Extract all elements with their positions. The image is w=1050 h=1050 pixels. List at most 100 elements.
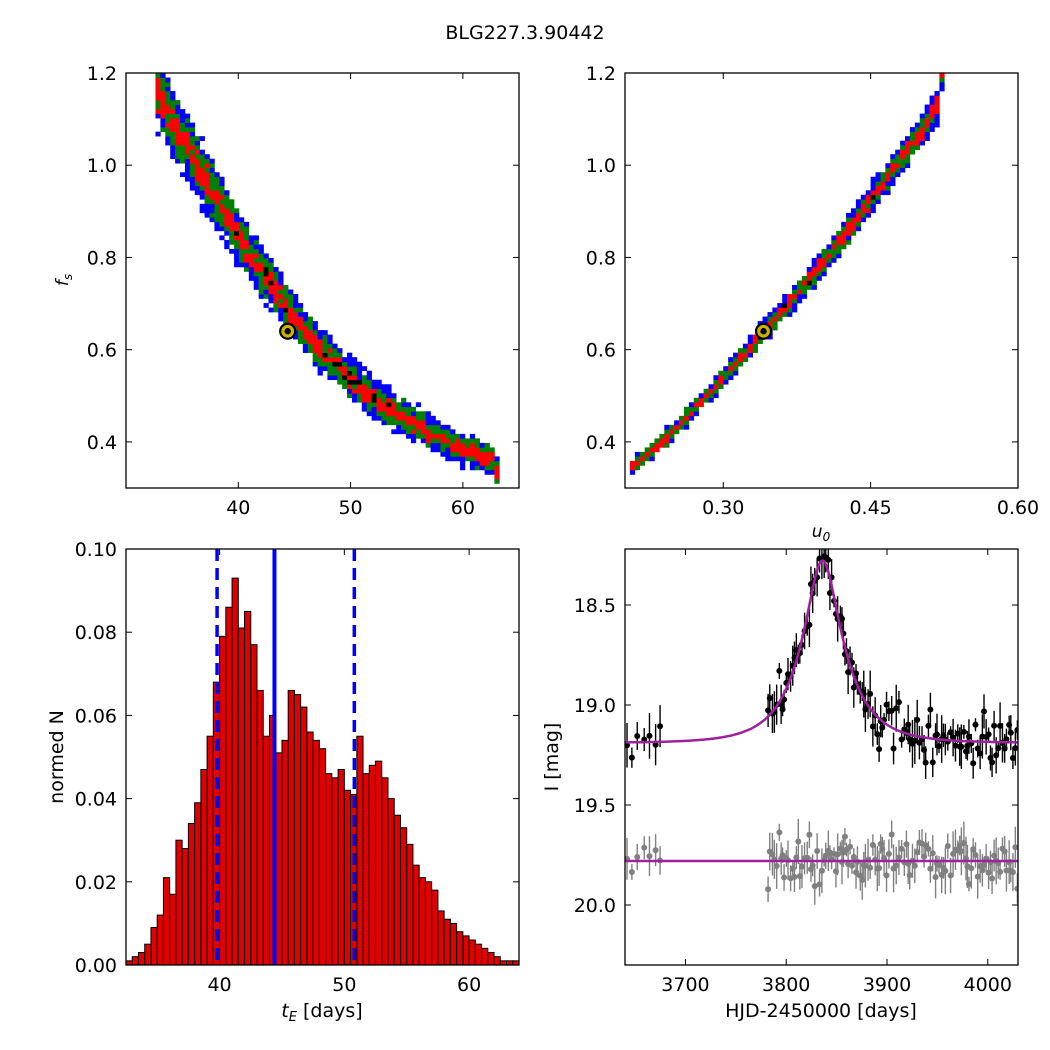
density-cell <box>278 285 284 290</box>
density-cell <box>450 433 456 439</box>
data-point <box>825 556 832 563</box>
density-cell <box>455 447 461 453</box>
density-cell <box>914 145 921 150</box>
histogram-bar <box>219 635 227 965</box>
density-cell <box>391 411 397 417</box>
density-cell <box>248 257 255 263</box>
u0-axis-label: u0 <box>812 522 831 544</box>
density-cell <box>420 433 426 439</box>
density-cell <box>425 424 431 430</box>
density-cell <box>371 393 377 399</box>
density-cell <box>841 221 847 227</box>
density-cell <box>297 330 304 335</box>
density-cell <box>914 122 921 128</box>
density-cell <box>189 154 196 160</box>
density-cell <box>654 442 660 448</box>
density-cell <box>801 289 808 295</box>
density-cell <box>180 136 186 141</box>
density-cell <box>322 352 328 358</box>
density-cell <box>302 330 309 335</box>
density-cell <box>278 312 284 317</box>
residual-point <box>806 831 813 838</box>
density-cell <box>165 95 171 101</box>
figure-title: BLG227.3.90442 <box>445 22 605 44</box>
density-cell <box>189 136 196 141</box>
data-point <box>888 707 895 714</box>
residual-point <box>881 854 888 861</box>
density-cell <box>184 176 191 182</box>
density-cell <box>317 357 323 362</box>
density-cell <box>885 190 891 196</box>
density-cell <box>919 127 925 132</box>
density-cell <box>718 375 724 381</box>
density-cell <box>669 424 675 430</box>
density-cell <box>919 113 925 119</box>
tE-histogram-panel: 40 50 600.000.020.040.060.080.10 normed N … <box>46 539 520 1025</box>
density-cell <box>170 113 176 119</box>
histogram-bar <box>406 843 414 965</box>
density-cell <box>180 127 186 132</box>
data-point <box>634 732 641 739</box>
histogram-ticks: 40 50 60 0.00 0.02 0.04 0.06 0.08 0.10 <box>75 539 519 996</box>
density-cell <box>880 176 886 182</box>
data-point <box>628 754 635 761</box>
density-cell <box>484 442 490 448</box>
density-cell <box>909 136 916 141</box>
histogram-bar <box>262 735 270 965</box>
density-cell <box>229 203 235 209</box>
histogram-xtick-label: 50 <box>332 974 356 996</box>
density-cell <box>816 266 822 272</box>
density-cell <box>361 402 368 408</box>
density-cell <box>342 384 348 390</box>
density-cell <box>796 294 803 299</box>
density-cell <box>801 275 808 281</box>
density-cell <box>209 176 215 182</box>
density-cell <box>425 415 431 421</box>
density-cell <box>224 217 230 223</box>
density-cell <box>204 163 210 169</box>
density-cell <box>836 235 842 241</box>
density-cell <box>733 366 739 372</box>
histogram-bar <box>275 752 283 965</box>
density-cell <box>356 393 363 399</box>
density-cell <box>204 172 210 178</box>
density-cell <box>278 275 284 281</box>
residual-point <box>888 831 895 838</box>
density-cell <box>371 402 377 408</box>
density-cell <box>816 271 822 277</box>
density-cell <box>332 375 338 381</box>
data-point <box>625 742 631 749</box>
residual-point <box>1014 885 1018 892</box>
density-cell <box>796 289 803 295</box>
residual-point <box>867 864 874 871</box>
density-cell <box>846 235 852 241</box>
density-cell <box>263 303 269 308</box>
density-cell <box>155 77 161 83</box>
density-cell <box>302 348 309 353</box>
density-cell <box>757 339 763 344</box>
density-cell <box>811 275 817 281</box>
density-cell <box>415 424 422 430</box>
residual-point <box>816 881 823 888</box>
p1-xtick-label: 50 <box>338 497 362 519</box>
density-cell <box>253 244 259 250</box>
residual-point <box>795 838 802 845</box>
density-cell <box>184 118 191 123</box>
residual-point <box>898 845 905 852</box>
density-cell <box>209 208 215 214</box>
density-cell <box>268 257 274 263</box>
density-cell <box>391 420 397 426</box>
density-cell <box>214 181 220 187</box>
density-cell <box>180 109 186 114</box>
density-cell <box>821 262 827 268</box>
density-cell <box>332 348 338 353</box>
density-cell <box>469 433 476 439</box>
density-cell <box>199 176 205 182</box>
density-cell <box>391 397 397 403</box>
density-cell <box>332 357 338 362</box>
density-cell <box>836 239 842 245</box>
histogram-ytick-label: 0.10 <box>75 539 117 561</box>
residual-point <box>925 845 932 852</box>
density-cell <box>312 343 318 349</box>
density-cell <box>165 100 171 105</box>
